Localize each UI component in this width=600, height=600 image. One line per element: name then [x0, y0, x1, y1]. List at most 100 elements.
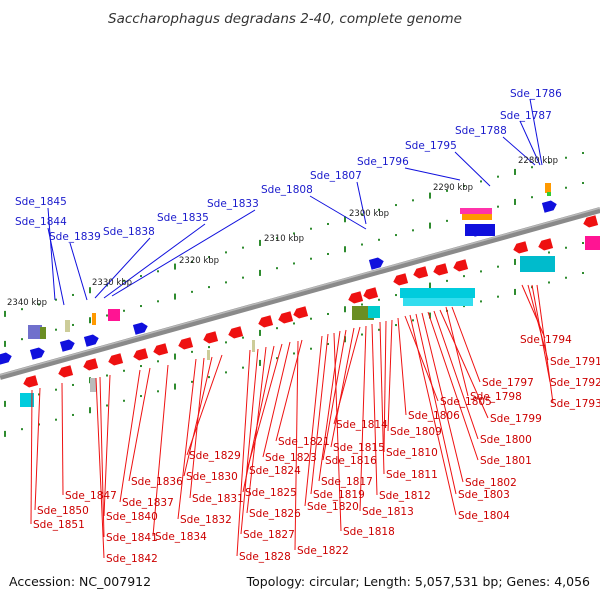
- reverse-leader-line: [330, 327, 355, 448]
- feature-block: [460, 208, 492, 214]
- reverse-leader-line: [397, 317, 407, 416]
- scale-tick: [395, 294, 397, 297]
- reverse-leader-line: [95, 377, 105, 559]
- forward-leader-line: [454, 151, 491, 187]
- gene-label: Sde_1821: [278, 436, 330, 448]
- reverse-leader-line: [34, 387, 41, 511]
- scale-tick: [55, 388, 57, 391]
- gene-label: Sde_1793: [550, 398, 600, 410]
- scale-tick: [344, 216, 346, 223]
- scale-label: 2300 kbp: [349, 209, 389, 219]
- reverse-gene-arrow: [513, 241, 529, 254]
- forward-leader-line: [94, 237, 151, 299]
- scale-tick: [310, 347, 312, 350]
- forward-leader-line: [47, 207, 56, 301]
- scale-tick: [140, 365, 142, 368]
- gene-label: Sde_1829: [189, 450, 241, 462]
- scale-label: 2340 kbp: [7, 298, 47, 308]
- forward-leader-line: [356, 181, 367, 225]
- feature-block: [28, 325, 42, 339]
- scale-tick: [140, 305, 142, 308]
- scale-tick: [514, 288, 516, 295]
- map-title: Saccharophagus degradans 2-40, complete …: [108, 11, 462, 27]
- gene-label: Sde_1815: [333, 442, 385, 454]
- forward-leader-line: [111, 209, 256, 297]
- gene-label: Sde_1819: [313, 489, 365, 501]
- gene-label: Sde_1804: [458, 510, 510, 522]
- scale-tick: [174, 293, 176, 300]
- scale-tick: [293, 262, 295, 265]
- gene-label: Sde_1837: [122, 497, 174, 509]
- scale-tick: [89, 287, 91, 294]
- feature-block: [403, 298, 473, 306]
- forward-gene-labels: Sde_1786 Sde_1787 Sde_1788 Sde_1795 Sde_…: [15, 88, 562, 243]
- reverse-gene-arrow: [228, 326, 244, 339]
- scale-tick: [480, 300, 482, 303]
- feature-block: [92, 313, 96, 325]
- gene-label: Sde_1840: [106, 511, 158, 523]
- reverse-leader-line: [152, 364, 169, 537]
- gene-label: Sde_1844: [15, 216, 67, 228]
- feature-block: [520, 256, 555, 272]
- scale-labels: 2280 kbp 2290 kbp 2300 kbp 2310 kbp 2320…: [7, 156, 558, 308]
- scale-tick: [123, 309, 125, 312]
- scale-tick: [276, 327, 278, 330]
- reverse-leader-line: [536, 284, 554, 404]
- gene-label: Sde_1839: [49, 231, 101, 243]
- forward-gene-arrow: [29, 347, 45, 360]
- scale-tick: [242, 336, 244, 339]
- scale-tick: [123, 369, 125, 372]
- gene-label: Sde_1825: [245, 487, 297, 499]
- reverse-leader-line: [433, 310, 479, 440]
- gene-label: Sde_1810: [386, 447, 438, 459]
- scale-tick: [208, 346, 210, 349]
- scale-tick: [21, 338, 23, 341]
- scale-tick: [429, 192, 431, 199]
- reverse-leader-line: [451, 306, 481, 383]
- reverse-gene-arrow: [203, 331, 219, 344]
- gene-label: Sde_1801: [480, 455, 532, 467]
- scale-tick: [497, 205, 499, 208]
- gene-label: Sde_1808: [261, 184, 313, 196]
- scale-tick: [463, 185, 465, 188]
- gene-label: Sde_1833: [207, 198, 259, 210]
- forward-gene-arrow: [59, 339, 75, 352]
- scale-tick: [208, 256, 210, 259]
- scale-tick: [497, 295, 499, 298]
- feature-block: [545, 183, 551, 193]
- scale-tick: [378, 238, 380, 241]
- reverse-leader-line: [387, 319, 393, 432]
- scale-tick: [242, 366, 244, 369]
- scale-tick: [395, 324, 397, 327]
- scale-tick: [276, 357, 278, 360]
- scale-tick: [259, 239, 261, 246]
- gene-label: Sde_1811: [386, 469, 438, 481]
- scale-label: 2290 kbp: [433, 183, 473, 193]
- scale-tick: [378, 328, 380, 331]
- gene-label: Sde_1803: [458, 489, 510, 501]
- feature-block: [65, 320, 70, 332]
- gene-label: Sde_1824: [249, 465, 301, 477]
- forward-leader-line: [309, 195, 367, 230]
- reverse-leader-line: [189, 357, 205, 499]
- scale-tick: [514, 168, 516, 175]
- reverse-leader-line: [322, 329, 347, 461]
- gene-label: Sde_1798: [470, 391, 522, 403]
- reverse-leader-line: [240, 348, 259, 535]
- reverse-leader-line: [236, 349, 251, 557]
- scale-tick: [208, 376, 210, 379]
- scale-tick: [174, 383, 176, 390]
- scale-tick: [38, 303, 40, 306]
- scale-tick: [582, 182, 584, 185]
- scale-tick: [446, 189, 448, 192]
- reverse-leader-line: [415, 313, 457, 495]
- reverse-leader-line: [30, 389, 33, 525]
- gene-label: Sde_1823: [265, 452, 317, 464]
- reverse-leader-line: [262, 341, 291, 458]
- scale-tick: [242, 246, 244, 249]
- scale-tick: [480, 180, 482, 183]
- feature-block: [368, 306, 380, 318]
- scale-tick: [514, 198, 516, 205]
- gene-label: Sde_1834: [155, 531, 207, 543]
- scale-tick: [123, 399, 125, 402]
